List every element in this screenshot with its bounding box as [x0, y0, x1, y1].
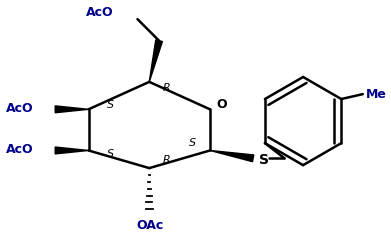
- Text: R: R: [163, 155, 171, 165]
- Polygon shape: [210, 150, 254, 162]
- Text: S: S: [106, 100, 114, 110]
- Text: S: S: [189, 138, 196, 148]
- Text: S: S: [106, 149, 114, 159]
- Polygon shape: [55, 106, 88, 113]
- Text: AcO: AcO: [6, 102, 34, 115]
- Text: AcO: AcO: [6, 143, 34, 156]
- Text: AcO: AcO: [86, 6, 114, 19]
- Text: O: O: [217, 98, 228, 111]
- Polygon shape: [149, 40, 162, 82]
- Text: S: S: [259, 153, 269, 167]
- Text: OAc: OAc: [136, 219, 164, 232]
- Text: R: R: [163, 83, 171, 93]
- Polygon shape: [55, 147, 88, 154]
- Text: Me: Me: [366, 88, 387, 101]
